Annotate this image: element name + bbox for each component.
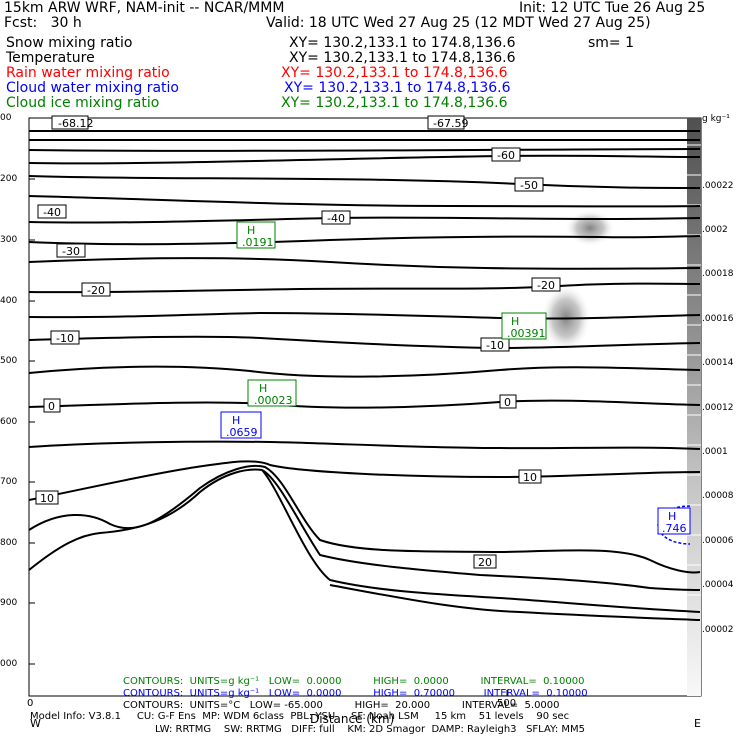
isotherms	[28, 130, 701, 501]
isotherm-label: 0	[48, 400, 55, 413]
isotherm-label: 0	[504, 396, 511, 409]
max-h-label: H	[511, 315, 519, 328]
field-name-snow: Snow mixing ratio	[6, 35, 133, 51]
colorbar-tick: .0001	[702, 447, 728, 457]
x-tick-label: 0	[27, 698, 34, 709]
colorbar-unit: g kg⁻¹	[702, 114, 730, 124]
field-xy-cloud-water: XY= 130.2,133.1 to 174.8,136.6	[284, 80, 511, 96]
isotherm-label: -60	[497, 149, 515, 162]
isotherm-label: -40	[43, 206, 61, 219]
forecast-hour: Fcst: 30 h	[4, 15, 82, 31]
model-info-line2: LW: RRTMG SW: RRTMG DIFF: full KM: 2D Sm…	[155, 724, 585, 735]
isotherm-label: 10	[40, 492, 54, 505]
max-value: .0191	[242, 236, 274, 249]
colorbar-tick: .00022	[702, 181, 734, 191]
isotherm-label: -67.59	[433, 117, 468, 130]
isotherm-label: -10	[56, 332, 74, 345]
maxima-group: H .0191 H .00391 H .00023 H .0659 H .746	[220, 221, 691, 545]
isotherm-label: -10	[486, 339, 504, 352]
max-value: .746	[662, 522, 687, 535]
east-label: E	[694, 717, 701, 730]
y-tick-label: 400	[0, 296, 18, 306]
west-label: W	[30, 717, 41, 730]
terrain-contours	[28, 464, 701, 621]
colorbar-bands	[687, 144, 701, 596]
field-name-rain: Rain water mixing ratio	[6, 65, 170, 81]
field-xy-temperature: XY= 130.2,133.1 to 174.8,136.6	[289, 50, 516, 66]
field-name-temperature: Temperature	[6, 50, 95, 66]
isotherm-label: 20	[478, 556, 492, 569]
max-value: .0659	[226, 426, 258, 439]
max-h-label: H	[232, 414, 240, 427]
y-tick-label: 900	[0, 598, 18, 608]
smoothing-label: sm= 1	[588, 35, 635, 51]
field-xy-snow: XY= 130.2,133.1 to 174.8,136.6	[289, 35, 516, 51]
y-tick-label: 700	[0, 477, 18, 487]
model-info-line1: Model Info: V3.8.1 CU: G-F Ens MP: WDM 6…	[30, 711, 570, 722]
colorbar-tick: .00012	[702, 403, 734, 413]
isotherm-label: -50	[520, 179, 538, 192]
colorbar-tick: .00014	[702, 358, 734, 368]
field-name-cloud-ice: Cloud ice mixing ratio	[6, 95, 160, 111]
isotherm-label: -68.12	[58, 117, 93, 130]
isotherm-label: -20	[87, 284, 105, 297]
init-time: Init: 12 UTC Tue 26 Aug 25	[519, 0, 706, 16]
y-tick-label: 00	[0, 113, 12, 123]
y-tick-label: 500	[0, 356, 18, 366]
isotherm-label: 10	[523, 471, 537, 484]
colorbar-tick: .00002	[702, 625, 734, 635]
y-tick-label: 200	[0, 174, 18, 184]
colorbar-tick: .00016	[702, 314, 734, 324]
isotherm-label: -20	[537, 279, 555, 292]
y-tick-label: 000	[0, 659, 18, 669]
contours-temperature: CONTOURS: UNITS=°C LOW= -65.000 HIGH= 20…	[123, 700, 560, 711]
colorbar-tick: .00008	[702, 491, 734, 501]
y-tick-label: 800	[0, 538, 18, 548]
valid-time: Valid: 18 UTC Wed 27 Aug 25 (12 MDT Wed …	[266, 15, 651, 31]
colorbar-tick: .00018	[702, 269, 734, 279]
isotherm-label: -30	[62, 245, 80, 258]
field-xy-rain: XY= 130.2,133.1 to 174.8,136.6	[281, 65, 508, 81]
x-tick-label: 500	[497, 698, 517, 709]
isotherm-label: -40	[327, 212, 345, 225]
snow-blob-upper	[565, 210, 615, 246]
colorbar-tick: .00006	[702, 536, 734, 546]
field-name-cloud-water: Cloud water mixing ratio	[6, 80, 179, 96]
max-h-label: H	[259, 382, 267, 395]
model-title: 15km ARW WRF, NAM-init -- NCAR/MMM	[4, 0, 285, 16]
contours-cloud-water: CONTOURS: UNITS=g kg⁻¹ LOW= 0.0000 HIGH=…	[123, 688, 588, 699]
colorbar-tick: .0002	[702, 225, 728, 235]
contours-cloud-ice: CONTOURS: UNITS=g kg⁻¹ LOW= 0.0000 HIGH=…	[123, 676, 585, 687]
max-value: .00391	[507, 327, 546, 340]
y-ticks	[29, 117, 35, 665]
max-value: .00023	[254, 394, 293, 407]
field-xy-cloud-ice: XY= 130.2,133.1 to 174.8,136.6	[281, 95, 508, 111]
max-h-label: H	[668, 510, 676, 523]
x-ticks	[28, 690, 508, 696]
y-tick-label: 300	[0, 235, 18, 245]
isotherm-label-group	[35, 115, 561, 569]
y-tick-label: 600	[0, 417, 18, 427]
colorbar-tick: .00004	[702, 580, 734, 590]
x-axis-title: Distance (km)	[310, 712, 395, 726]
colorbar	[687, 118, 701, 696]
max-h-label: H	[247, 224, 255, 237]
isotherm-labels: -68.12 -67.59 -60 -50 -40 -40 -30 -20 -2…	[40, 117, 555, 569]
